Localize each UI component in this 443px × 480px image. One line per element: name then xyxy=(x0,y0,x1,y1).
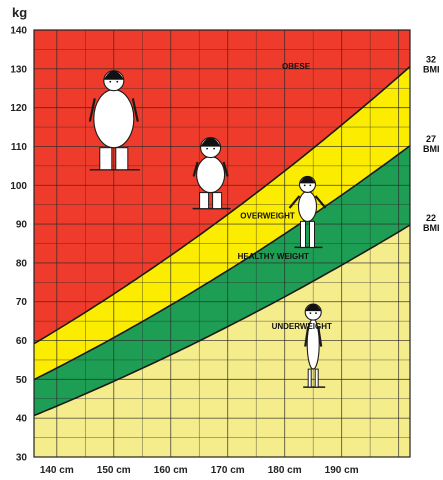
figure-hair xyxy=(305,304,322,312)
x-tick-label: 140 cm xyxy=(40,465,74,476)
figure-arm xyxy=(304,326,310,347)
figure-hair xyxy=(200,137,221,147)
y-tick-label: 100 xyxy=(10,181,27,192)
figure-eye xyxy=(116,80,119,83)
figure-leg xyxy=(212,192,223,210)
zone-label: OVERWEIGHT xyxy=(240,211,295,220)
figure-arm xyxy=(314,195,327,209)
figures-layer xyxy=(88,70,327,388)
bmi-line-32 xyxy=(34,65,410,345)
bmi-label-unit: BMI xyxy=(423,223,440,233)
bmi-line-27 xyxy=(34,145,410,381)
y-tick-label: 80 xyxy=(16,258,28,269)
healthy-figure xyxy=(288,175,327,249)
x-tick-label: 170 cm xyxy=(211,465,245,476)
axes-layer: 30 40 50 60 70 80 90 100 110 120 130 140 140 cm 150 c… xyxy=(10,26,358,477)
y-tick-label: 140 xyxy=(10,26,27,37)
figure-eye xyxy=(213,147,215,150)
figure-body xyxy=(297,190,318,222)
figure-body xyxy=(196,156,226,194)
figure-leg xyxy=(300,220,306,248)
plot-border xyxy=(33,29,411,458)
zone-label: HEALTHY WEIGHT xyxy=(238,252,309,261)
zone-label: UNDERWEIGHT xyxy=(272,322,332,331)
bmi-line-22 xyxy=(34,224,410,417)
y-tick-label: 60 xyxy=(16,336,28,347)
figure-eye xyxy=(303,184,306,187)
figure-leg xyxy=(314,368,319,388)
figure-hair xyxy=(299,176,316,184)
y-tick-label: 130 xyxy=(10,64,27,75)
figure-eye xyxy=(109,80,112,83)
y-tick-label: 50 xyxy=(16,375,28,386)
figure-leg xyxy=(309,220,315,248)
bmi-label-unit: BMI xyxy=(423,144,440,154)
figure-leg xyxy=(115,147,129,171)
bmi-lines-layer xyxy=(34,65,410,417)
y-tick-label: 90 xyxy=(16,220,28,231)
figure-leg xyxy=(199,192,210,210)
labels-layer: UNDERWEIGHT HEALTHY WEIGHT OVERWEIGHT OBESE… xyxy=(238,55,440,331)
figure-arm xyxy=(192,161,199,177)
figure-body xyxy=(93,89,135,149)
y-tick-label: 110 xyxy=(11,142,28,153)
figure-arm xyxy=(131,98,139,122)
y-tick-label: 30 xyxy=(16,453,28,464)
overweight-figure xyxy=(192,137,231,210)
y-tick-label: 40 xyxy=(16,414,28,425)
figure-arm xyxy=(288,195,301,209)
bmi-label-number: 22 xyxy=(426,213,436,223)
figure-arm xyxy=(88,98,96,122)
figure-leg xyxy=(99,147,113,171)
figure-eye xyxy=(309,312,312,314)
figure-leg xyxy=(307,368,312,388)
x-tick-label: 150 cm xyxy=(97,465,131,476)
figure-eye xyxy=(315,312,317,314)
bmi-label-unit: BMI xyxy=(423,65,440,75)
x-tick-label: 160 cm xyxy=(154,465,188,476)
y-tick-label: 120 xyxy=(10,103,27,114)
zone-label: OBESE xyxy=(282,62,311,71)
obese-figure xyxy=(88,70,140,171)
figure-hair xyxy=(103,70,124,80)
underweight-figure xyxy=(303,303,326,388)
figure-arm xyxy=(317,326,323,347)
figure-eye xyxy=(206,147,208,150)
figure-arm xyxy=(222,161,229,177)
y-tick-label: 70 xyxy=(16,297,28,308)
bmi-label-number: 32 xyxy=(426,55,436,65)
x-tick-label: 190 cm xyxy=(325,465,359,476)
bmi-label-number: 27 xyxy=(426,134,436,144)
x-tick-label: 180 cm xyxy=(268,465,302,476)
figure-eye xyxy=(309,184,312,187)
y-unit-label: kg xyxy=(12,5,27,20)
